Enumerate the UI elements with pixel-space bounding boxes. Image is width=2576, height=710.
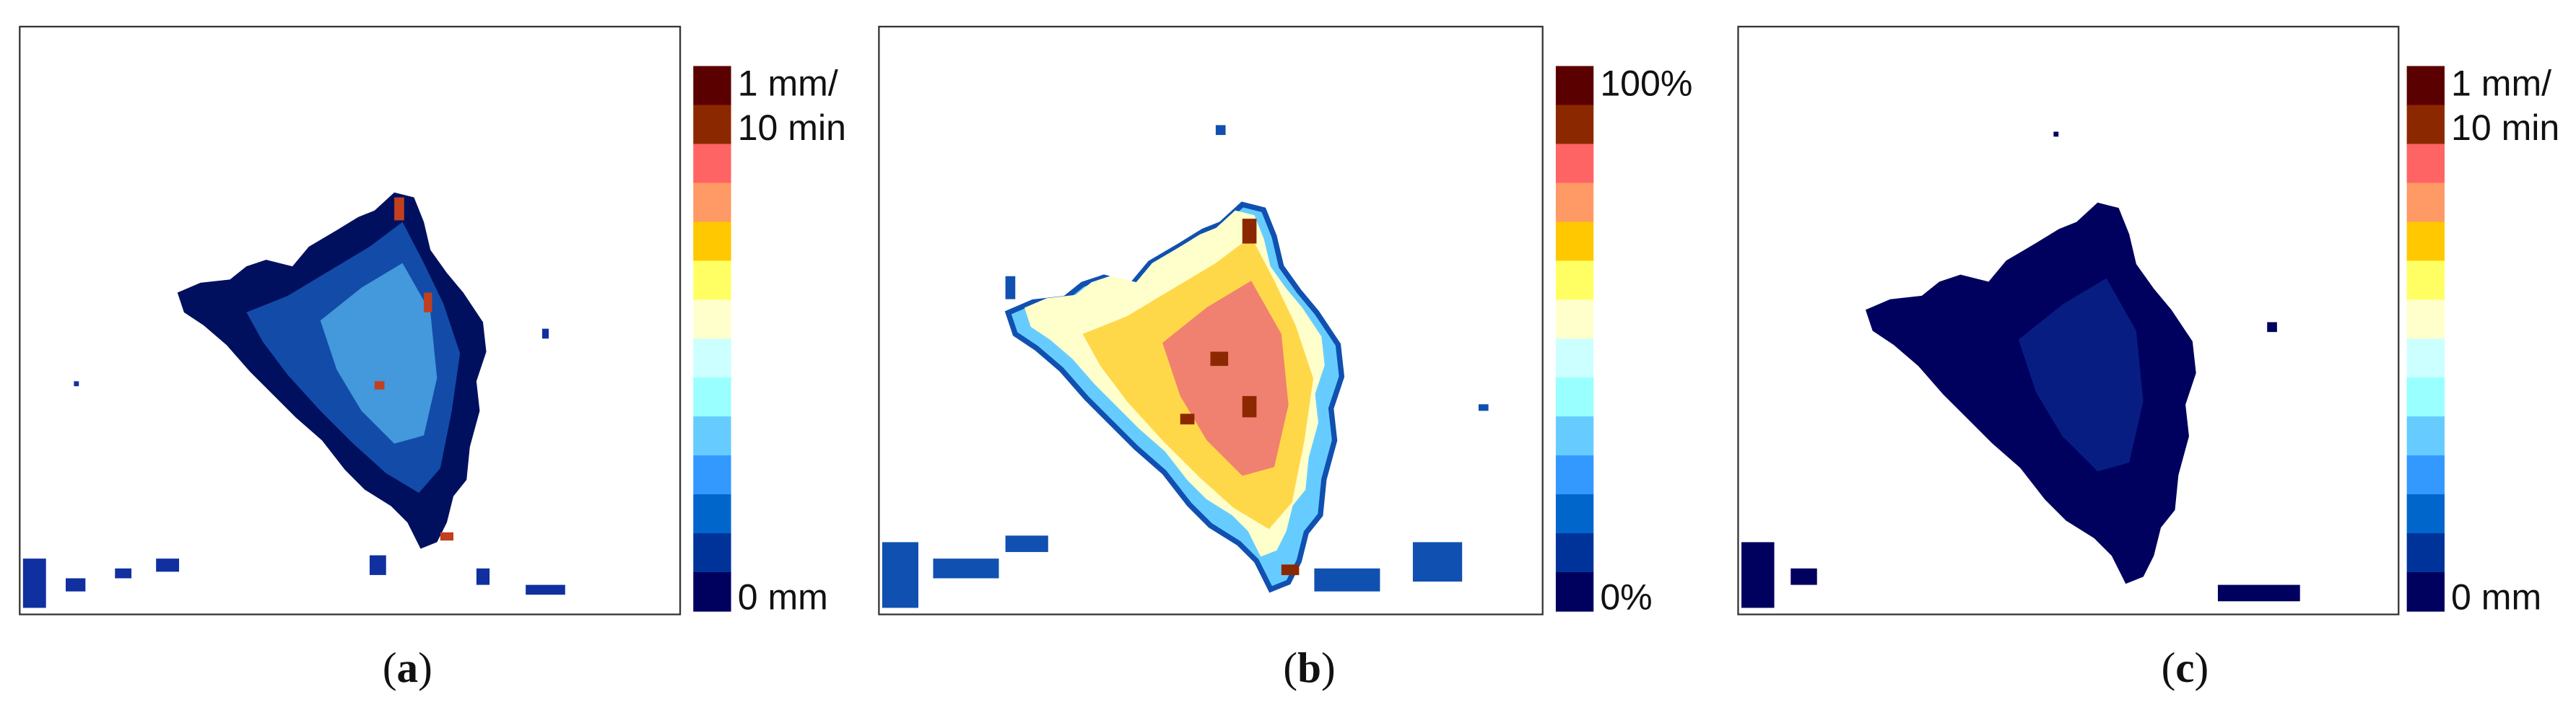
map-panel-a — [19, 25, 682, 615]
colorbar-swatch — [1555, 455, 1594, 495]
colorbar-swatch — [2406, 222, 2445, 262]
colorbar-swatch — [1555, 105, 1594, 145]
colorbar-swatch — [693, 105, 731, 145]
colorbar-swatch — [2406, 105, 2445, 145]
prob-peaks — [1180, 219, 1300, 576]
colorbar-swatch — [2406, 494, 2445, 534]
colorbar-swatch — [2406, 338, 2445, 378]
speckles — [1741, 131, 2300, 608]
colorbar-swatch — [2406, 377, 2445, 417]
colorbar-swatch — [1555, 494, 1594, 534]
caption-part: ( — [1283, 644, 1297, 691]
colorbar-swatch — [693, 377, 731, 417]
colorbar-swatch — [1555, 338, 1594, 378]
colorbar-swatch — [693, 494, 731, 534]
colorbar-label: 10 min — [2451, 108, 2559, 148]
colorbar-swatch — [693, 260, 731, 300]
colorbar-swatch — [1555, 572, 1594, 612]
colorbar-swatch — [1555, 533, 1594, 573]
colorbar-swatch — [693, 338, 731, 378]
colorbar-swatch — [693, 533, 731, 573]
colorbar-swatch — [1555, 416, 1594, 456]
rain-cells — [374, 197, 454, 541]
caption-part: a — [397, 644, 419, 691]
panel-caption: (a) — [383, 644, 432, 691]
colorbar-swatch — [1555, 183, 1594, 223]
colorbar-swatch — [2406, 299, 2445, 339]
caption-part: ( — [383, 644, 397, 691]
colorbar-label: 10 min — [738, 108, 846, 148]
caption-part: ) — [418, 644, 432, 691]
colorbar-swatch — [693, 66, 731, 106]
colorbar-swatch — [2406, 533, 2445, 573]
colorbar-swatch — [693, 416, 731, 456]
colorbar-swatch — [2406, 416, 2445, 456]
speckles — [22, 328, 565, 608]
colorbar-swatch — [693, 222, 731, 262]
colorbar-swatch — [2406, 572, 2445, 612]
colorbar: 1 mm/10 min 0 mm — [2406, 63, 2559, 618]
colorbar-swatch — [693, 455, 731, 495]
colorbar-swatch — [1555, 144, 1594, 184]
colorbar-swatch — [693, 183, 731, 223]
colorbar-swatch — [2406, 144, 2445, 184]
colorbar-label: 1 mm/ — [2451, 63, 2551, 103]
map-panel-b — [878, 25, 1544, 615]
caption-part: ) — [1321, 644, 1336, 691]
colorbar: 1 mm/10 min 0 mm — [693, 63, 846, 618]
colorbar-label: 0 mm — [738, 577, 828, 618]
colorbar-label: 0 mm — [2451, 577, 2541, 618]
colorbar-swatch — [2406, 183, 2445, 223]
colorbar-swatch — [1555, 66, 1594, 106]
speckles — [882, 125, 1489, 608]
panel-caption: (c) — [2162, 644, 2209, 691]
colorbar-swatch — [1555, 299, 1594, 339]
colorbar-label: 0% — [1600, 577, 1652, 618]
map-panel-c — [1737, 25, 2400, 615]
colorbar-label: 1 mm/ — [738, 63, 838, 103]
caption-part: ) — [2195, 644, 2209, 691]
caption-part: ( — [2162, 644, 2176, 691]
colorbar-swatch — [1555, 260, 1594, 300]
probability-area — [1008, 204, 1341, 589]
colorbar-swatch — [693, 299, 731, 339]
colorbar: 100% 0% — [1555, 63, 1692, 618]
colorbar-swatch — [1555, 222, 1594, 262]
colorbar-swatch — [693, 144, 731, 184]
panel-caption: (b) — [1283, 644, 1335, 691]
caption-part: c — [2175, 644, 2194, 691]
caption-part: b — [1297, 644, 1321, 691]
colorbar-swatch — [2406, 66, 2445, 106]
colorbar-swatch — [693, 572, 731, 612]
colorbar-swatch — [2406, 260, 2445, 300]
colorbar-swatch — [1555, 377, 1594, 417]
colorbar-swatch — [2406, 455, 2445, 495]
colorbar-label: 100% — [1600, 63, 1692, 103]
